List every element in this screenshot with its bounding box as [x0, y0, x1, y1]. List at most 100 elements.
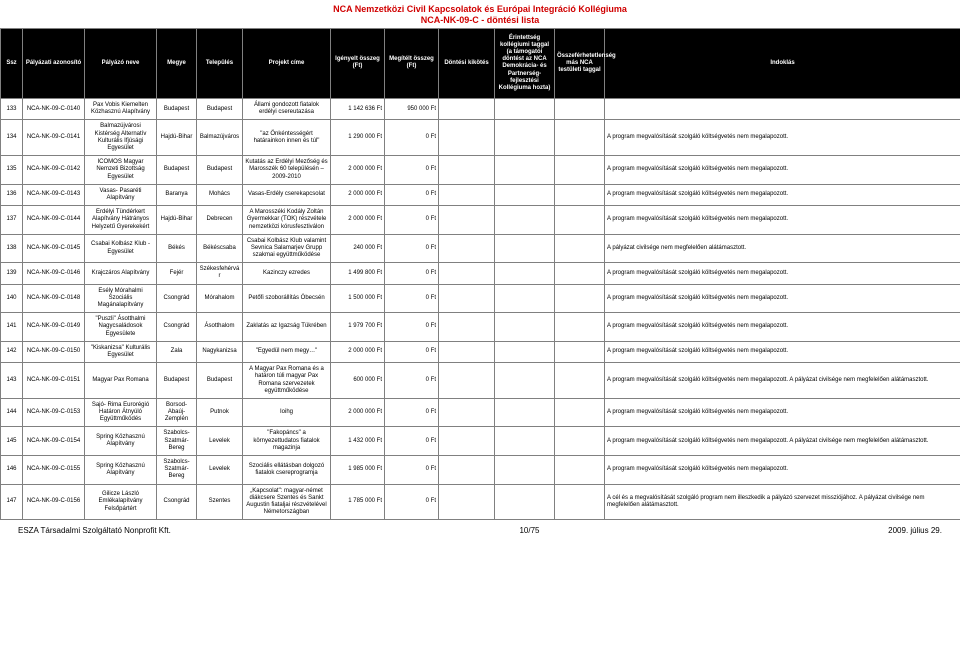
table-cell — [555, 99, 605, 120]
table-cell: 135 — [1, 156, 23, 185]
table-cell — [439, 206, 495, 235]
table-cell — [439, 120, 495, 156]
table-row: 140NCA-NK-09-C-0148Esély Mórahalmi Szoci… — [1, 284, 960, 313]
table-cell: Mórahalom — [197, 284, 243, 313]
table-cell: A program megvalósítását szolgáló költsé… — [605, 184, 960, 205]
table-cell: 0 Ft — [385, 313, 439, 342]
table-cell: Hajdú-Bihar — [157, 206, 197, 235]
table-cell — [495, 156, 555, 185]
table-row: 134NCA-NK-09-C-0141Balmazújvárosi Kistér… — [1, 120, 960, 156]
table-row: 133NCA-NK-09-C-0140Pax Vobis Kiemelten K… — [1, 99, 960, 120]
table-cell: NCA-NK-09-C-0142 — [23, 156, 85, 185]
table-cell: Zala — [157, 341, 197, 362]
page-footer: ESZA Társadalmi Szolgáltató Nonprofit Kf… — [0, 520, 960, 543]
table-cell: 1 142 636 Ft — [331, 99, 385, 120]
table-cell — [495, 120, 555, 156]
table-cell: 140 — [1, 284, 23, 313]
column-header: Döntési kikötés — [439, 28, 495, 99]
table-cell: 2 000 000 Ft — [331, 206, 385, 235]
table-cell — [555, 363, 605, 399]
table-cell — [439, 456, 495, 485]
table-cell: Zaklatás az Igazság Tükrében — [243, 313, 331, 342]
table-cell: 143 — [1, 363, 23, 399]
table-cell: 138 — [1, 234, 23, 263]
table-cell — [495, 427, 555, 456]
table-cell: Nagykanizsa — [197, 341, 243, 362]
column-header: Település — [197, 28, 243, 99]
table-cell: A program megvalósítását szolgáló költsé… — [605, 120, 960, 156]
table-cell — [495, 99, 555, 120]
table-cell: Budapest — [157, 99, 197, 120]
table-cell: Csabai Kolbász Klub - Egyesület — [85, 234, 157, 263]
table-cell: Putnok — [197, 398, 243, 427]
column-header: Érintettség kollégiumi taggal (a támogat… — [495, 28, 555, 99]
table-cell: Levelek — [197, 456, 243, 485]
table-row: 144NCA-NK-09-C-0153Sajó- Rima Eurorégió … — [1, 398, 960, 427]
table-cell: 240 000 Ft — [331, 234, 385, 263]
table-body: 133NCA-NK-09-C-0140Pax Vobis Kiemelten K… — [1, 99, 960, 520]
table-cell: Szabolcs-Szatmár-Bereg — [157, 427, 197, 456]
table-cell: Szabolcs-Szatmár-Bereg — [157, 456, 197, 485]
column-header: Ssz — [1, 28, 23, 99]
table-cell: 0 Ft — [385, 284, 439, 313]
table-cell: Csabai Kolbász Klub valamint Sevnica Sal… — [243, 234, 331, 263]
table-cell: A cél és a megvalósítását szolgáló progr… — [605, 484, 960, 520]
table-cell — [439, 156, 495, 185]
table-cell: 0 Ft — [385, 184, 439, 205]
table-cell: Spring Közhasznú Alapítvány — [85, 456, 157, 485]
footer-left: ESZA Társadalmi Szolgáltató Nonprofit Kf… — [18, 526, 171, 535]
table-cell — [555, 341, 605, 362]
table-row: 139NCA-NK-09-C-0146Krajczáros Alapítvány… — [1, 263, 960, 284]
table-cell: 146 — [1, 456, 23, 485]
table-cell: Vasas-Erdély cserekapcsolat — [243, 184, 331, 205]
table-cell: NCA-NK-09-C-0141 — [23, 120, 85, 156]
table-cell: „Kapcsolat": magyar-német diákcsere Szen… — [243, 484, 331, 520]
table-cell — [555, 427, 605, 456]
table-row: 146NCA-NK-09-C-0155Spring Közhasznú Alap… — [1, 456, 960, 485]
table-cell — [495, 284, 555, 313]
table-cell: Baranya — [157, 184, 197, 205]
table-cell — [495, 313, 555, 342]
table-cell: Sajó- Rima Eurorégió Határon Átnyúló Egy… — [85, 398, 157, 427]
table-cell: Krajczáros Alapítvány — [85, 263, 157, 284]
table-cell: Ásotthalom — [197, 313, 243, 342]
table-cell: 0 Ft — [385, 363, 439, 399]
table-cell: Borsod-Abaúj-Zemplén — [157, 398, 197, 427]
table-cell: Kazinczy ezredes — [243, 263, 331, 284]
column-header: Pályázó neve — [85, 28, 157, 99]
column-header: Indoklás — [605, 28, 960, 99]
table-cell: Csongrád — [157, 284, 197, 313]
table-cell: Békés — [157, 234, 197, 263]
table-cell: A program megvalósítását szolgáló költsé… — [605, 284, 960, 313]
table-cell: Vasas- Pasaréti Alapítvány — [85, 184, 157, 205]
table-cell — [439, 398, 495, 427]
table-cell: Állami gondozott fiatalok erdélyi csereu… — [243, 99, 331, 120]
table-cell: Budapest — [197, 99, 243, 120]
page-title: NCA Nemzetközi Civil Kapcsolatok és Euró… — [0, 0, 960, 28]
table-cell: Magyar Pax Romana — [85, 363, 157, 399]
table-cell — [555, 263, 605, 284]
footer-center: 10/75 — [519, 526, 539, 535]
table-row: 141NCA-NK-09-C-0149"Puszli" Ásotthalmi N… — [1, 313, 960, 342]
table-cell: NCA-NK-09-C-0144 — [23, 206, 85, 235]
table-cell — [555, 484, 605, 520]
table-cell: Békéscsaba — [197, 234, 243, 263]
table-cell: "Kiskanizsa" Kulturális Egyesület — [85, 341, 157, 362]
table-cell: 133 — [1, 99, 23, 120]
table-cell: "Egyedül nem megy…" — [243, 341, 331, 362]
table-cell — [439, 313, 495, 342]
table-cell — [439, 234, 495, 263]
table-cell: 2 000 000 Ft — [331, 341, 385, 362]
table-cell: "az Önkéntességért határainkon innen és … — [243, 120, 331, 156]
table-cell: Debrecen — [197, 206, 243, 235]
table-row: 138NCA-NK-09-C-0145Csabai Kolbász Klub -… — [1, 234, 960, 263]
table-cell — [439, 341, 495, 362]
table-cell: A program megvalósítását szolgáló költsé… — [605, 363, 960, 399]
table-cell: 0 Ft — [385, 263, 439, 284]
column-header: Igényelt összeg (Ft) — [331, 28, 385, 99]
table-cell: NCA-NK-09-C-0155 — [23, 456, 85, 485]
table-row: 135NCA-NK-09-C-0142ICOMOS Magyar Nemzeti… — [1, 156, 960, 185]
table-cell: 147 — [1, 484, 23, 520]
table-cell: Esély Mórahalmi Szociális Magánalapítván… — [85, 284, 157, 313]
table-row: 137NCA-NK-09-C-0144Erdélyi Tündérkert Al… — [1, 206, 960, 235]
